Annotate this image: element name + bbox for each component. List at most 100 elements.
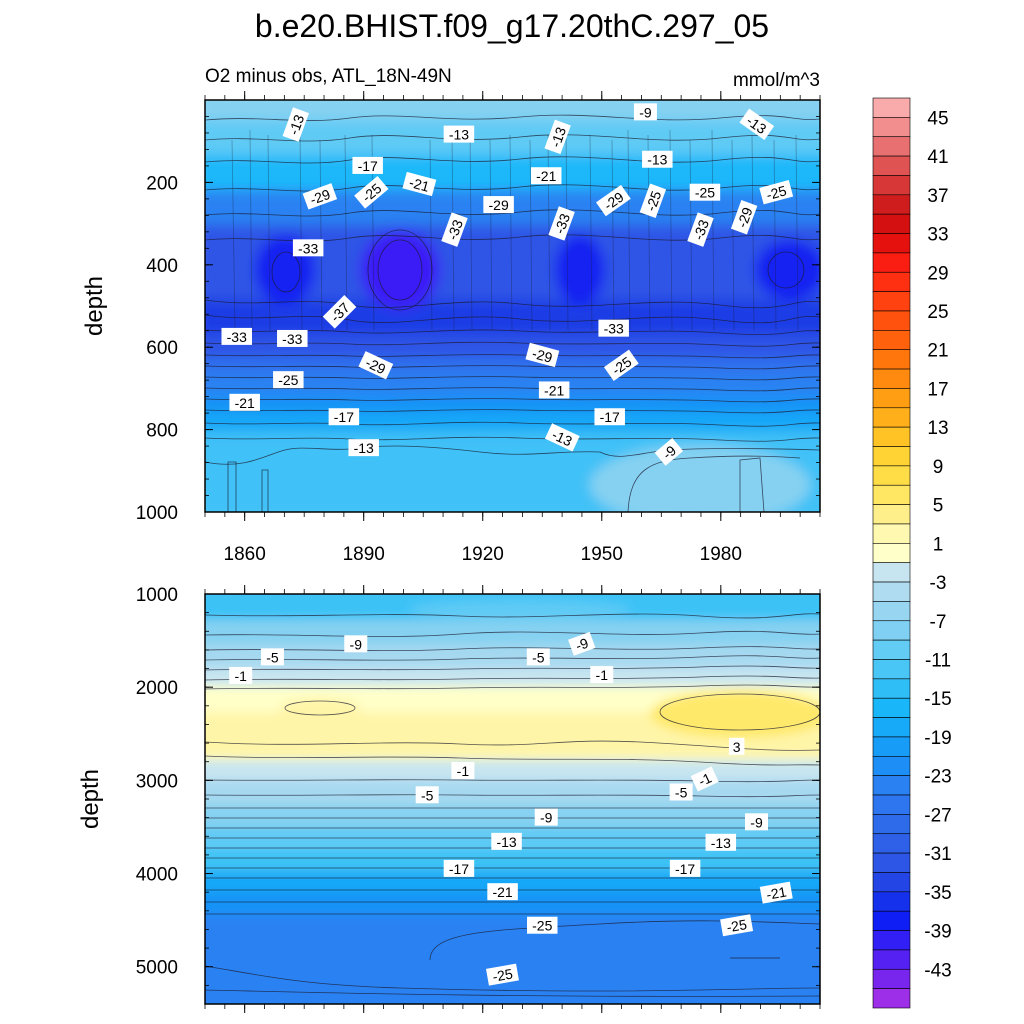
colorbar-swatch xyxy=(872,581,911,602)
contour-label-text: -9 xyxy=(540,810,553,826)
contour-label: -29 xyxy=(525,342,560,368)
contour-label-box xyxy=(443,125,475,143)
contour-label-text: -13 xyxy=(496,834,516,850)
colorbar-swatch xyxy=(872,368,911,389)
contour-label-text: -25 xyxy=(491,965,514,984)
contour-label: -29 xyxy=(730,200,758,235)
colorbar-swatch xyxy=(872,794,911,815)
contour-label-box xyxy=(759,881,793,904)
contour-label-box xyxy=(322,295,357,329)
contour-label-text: -5 xyxy=(532,649,545,665)
contour-label: -5 xyxy=(669,783,693,801)
contour-label-text: -13 xyxy=(449,127,469,143)
colorbar-swatch xyxy=(872,620,911,641)
colorbar-swatch xyxy=(872,968,911,989)
units-label: mmol/m^3 xyxy=(733,70,820,91)
contour-label-box xyxy=(229,393,260,411)
contour-label: -25 xyxy=(527,916,558,934)
contour-label-box xyxy=(538,381,570,399)
contour-label-box xyxy=(633,103,657,121)
contour-label-box xyxy=(598,319,629,337)
colorbar-tick-label: -15 xyxy=(924,689,951,710)
y-tick-label: 4000 xyxy=(136,865,178,886)
contour-label: -25 xyxy=(485,963,519,986)
colorbar-tick-label: -31 xyxy=(924,844,951,865)
upper-ylabel: depth xyxy=(81,276,108,336)
contour-label: -33 xyxy=(292,239,324,257)
contour-label-text: -33 xyxy=(227,329,247,345)
panel-subtitle: O2 minus obs, ATL_18N-49N xyxy=(205,66,452,87)
contour-label-box xyxy=(745,813,769,831)
lower-ylabel: depth xyxy=(77,769,104,829)
contour-label-box xyxy=(443,859,475,877)
colorbar-tick-label: 41 xyxy=(927,147,948,168)
contour-label-text: -17 xyxy=(600,409,620,425)
contour-label: -1 xyxy=(229,667,253,684)
figure-title: b.e20.BHIST.f09_g17.20thC.297_05 xyxy=(255,8,769,44)
colorbar-tick-label: -35 xyxy=(924,883,951,904)
contour-label: -9 xyxy=(633,103,657,121)
contour-label-text: -13 xyxy=(547,125,569,150)
contour-label-text: -13 xyxy=(647,152,667,168)
colorbar-swatch xyxy=(872,833,911,854)
colorbar-swatch xyxy=(872,872,911,893)
x-tick-label: 1890 xyxy=(343,544,385,565)
contour-label: -5 xyxy=(526,648,550,666)
contour-label: -25 xyxy=(759,180,794,205)
contour-label-box xyxy=(352,156,383,174)
colorbar-tick-label: 25 xyxy=(927,302,948,323)
contour-label: -33 xyxy=(441,212,468,247)
colorbar-tick-label: 33 xyxy=(927,225,948,246)
x-tick-label: 1980 xyxy=(700,544,742,565)
contour-label-box xyxy=(690,766,719,792)
contour-label-text: -25 xyxy=(725,916,748,935)
contour-label-box xyxy=(669,859,701,877)
colorbar-tick-label: -23 xyxy=(924,767,951,788)
contour-label-text: -25 xyxy=(278,372,298,388)
contour-label: -25 xyxy=(720,914,754,937)
colorbar-swatch xyxy=(872,388,911,409)
contour-label: -29 xyxy=(483,196,514,214)
contour-label-text: -9 xyxy=(350,636,363,652)
contour-label-box xyxy=(642,150,673,168)
contour-label-box xyxy=(687,212,714,247)
contour-label-box xyxy=(590,666,614,684)
contour-label-box xyxy=(415,786,439,804)
contour-label-box xyxy=(730,200,758,235)
contour-label-text: -29 xyxy=(363,354,388,377)
contour-label: -25 xyxy=(689,183,721,201)
contour-label: -13 xyxy=(348,439,379,457)
contour-label-box xyxy=(759,180,794,205)
x-tick-label: 1920 xyxy=(462,544,504,565)
colorbar-tick-label: 1 xyxy=(933,534,944,555)
contour-label: -17 xyxy=(328,408,360,426)
contour-label: -21 xyxy=(487,883,518,901)
colorbar-tick-label: 9 xyxy=(933,457,944,478)
contour-label: -17 xyxy=(443,859,475,877)
colorbar-swatch xyxy=(872,446,911,467)
contour-label-box xyxy=(260,648,284,666)
contour-label: -9 xyxy=(568,631,596,656)
contour-label-text: -21 xyxy=(536,168,556,184)
contour-label-box xyxy=(596,184,631,217)
colorbar-swatch xyxy=(872,97,911,118)
contour-label-box xyxy=(705,833,737,851)
y-tick-label: 400 xyxy=(146,256,178,277)
colorbar: 45 41 37 33 29 25 21 17 13 9 5 1 -3 -7 -11 -15 -19 -23 -27… xyxy=(872,97,952,1009)
contour-label-text: -29 xyxy=(734,205,756,230)
contour-label-box xyxy=(728,737,745,755)
colorbar-swatch xyxy=(872,814,911,835)
colorbar-swatch xyxy=(872,775,911,796)
contour-label-box xyxy=(441,212,468,247)
contour-label-text: -25 xyxy=(765,182,789,203)
contour-label: -13 xyxy=(544,119,571,155)
contour-label-box xyxy=(544,119,571,155)
contour-label-text: -33 xyxy=(444,217,466,242)
colorbar-swatch xyxy=(872,271,911,292)
contour-label-box xyxy=(669,783,693,801)
contour-label-box xyxy=(739,108,775,141)
contour-label-text: -33 xyxy=(298,240,318,256)
contour-label: -13 xyxy=(491,832,522,850)
